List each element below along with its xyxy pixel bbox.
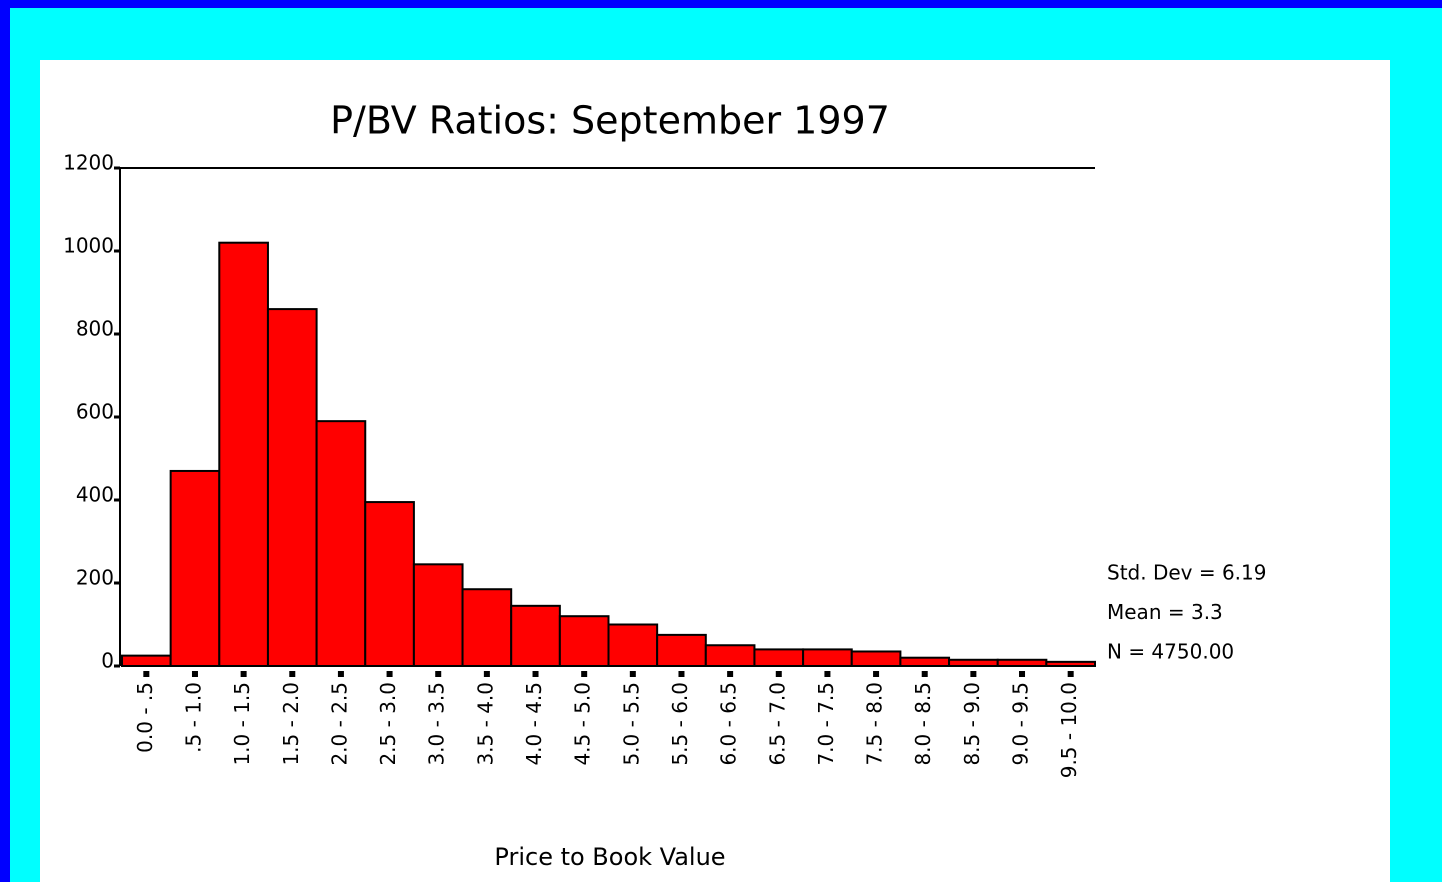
x-tick-label: 8.0 - 8.5 xyxy=(911,682,935,766)
bar xyxy=(121,654,172,667)
bar xyxy=(656,633,707,667)
x-tick-label: 7.0 - 7.5 xyxy=(814,682,838,766)
bar xyxy=(461,588,513,667)
top-band xyxy=(0,0,1442,8)
y-tick-label: 800 xyxy=(76,317,114,341)
x-tick-label: .5 - 1.0 xyxy=(181,682,205,753)
x-tick xyxy=(532,671,539,677)
x-tick xyxy=(1067,671,1074,677)
bar xyxy=(948,658,999,668)
x-tick-label: 5.5 - 6.0 xyxy=(668,682,692,766)
chart-title: P/BV Ratios: September 1997 xyxy=(330,99,890,143)
x-tick xyxy=(775,671,782,677)
y-tick-label: 1000 xyxy=(63,234,114,258)
x-tick xyxy=(483,671,490,677)
bar xyxy=(899,656,951,668)
stat-annotation: Mean = 3.3 xyxy=(1107,600,1223,624)
y-tick-label: 600 xyxy=(76,400,114,424)
y-tick-label: 0 xyxy=(101,649,114,673)
x-tick xyxy=(581,671,588,677)
y-tick-label: 200 xyxy=(76,566,114,590)
bar xyxy=(218,241,269,667)
x-tick xyxy=(191,671,198,677)
x-tick-label: 9.0 - 9.5 xyxy=(1009,682,1033,766)
x-tick xyxy=(873,671,880,677)
x-tick-label: 1.0 - 1.5 xyxy=(230,682,254,766)
x-tick-label: 4.5 - 5.0 xyxy=(571,682,595,766)
x-tick-label: 4.0 - 4.5 xyxy=(522,682,546,766)
x-tick-label: 0.0 - .5 xyxy=(133,682,157,753)
stat-annotation: Std. Dev = 6.19 xyxy=(1107,561,1267,585)
bar xyxy=(412,563,464,668)
bar xyxy=(850,650,902,667)
x-tick xyxy=(143,671,150,677)
y-tick-label: 1200 xyxy=(63,151,114,175)
x-tick xyxy=(629,671,636,677)
bar xyxy=(996,658,1048,668)
x-tick xyxy=(337,671,344,677)
bar xyxy=(802,648,853,668)
bar xyxy=(753,648,805,668)
x-tick xyxy=(727,671,734,677)
x-tick xyxy=(1019,671,1026,677)
x-tick-label: 8.5 - 9.0 xyxy=(960,682,984,766)
bar xyxy=(510,604,561,668)
x-tick xyxy=(970,671,977,677)
x-tick xyxy=(678,671,685,677)
bar xyxy=(704,644,756,667)
x-tick-label: 2.5 - 3.0 xyxy=(376,682,400,766)
x-tick-label: 1.5 - 2.0 xyxy=(279,682,303,766)
bar xyxy=(607,623,659,667)
bar xyxy=(364,501,415,668)
x-tick-label: 7.5 - 8.0 xyxy=(863,682,887,766)
bar xyxy=(558,615,610,668)
x-tick-label: 3.0 - 3.5 xyxy=(425,682,449,766)
x-tick-label: 6.0 - 6.5 xyxy=(717,682,741,766)
x-tick xyxy=(435,671,442,677)
bar xyxy=(315,420,367,667)
x-axis-label: Price to Book Value xyxy=(494,843,725,871)
bar xyxy=(1045,660,1096,667)
x-tick xyxy=(824,671,831,677)
x-tick xyxy=(289,671,296,677)
x-tick xyxy=(386,671,393,677)
x-tick-label: 9.5 - 10.0 xyxy=(1057,682,1081,778)
x-tick-label: 2.0 - 2.5 xyxy=(327,682,351,766)
bar xyxy=(169,469,221,668)
y-tick-label: 400 xyxy=(76,483,114,507)
x-tick-label: 3.5 - 4.0 xyxy=(473,682,497,766)
bar xyxy=(266,308,318,667)
x-tick-label: 5.0 - 5.5 xyxy=(619,682,643,766)
x-tick-label: 6.5 - 7.0 xyxy=(765,682,789,766)
left-band xyxy=(0,0,10,882)
stat-annotation: N = 4750.00 xyxy=(1107,640,1234,664)
x-tick xyxy=(921,671,928,677)
x-tick xyxy=(240,671,247,677)
